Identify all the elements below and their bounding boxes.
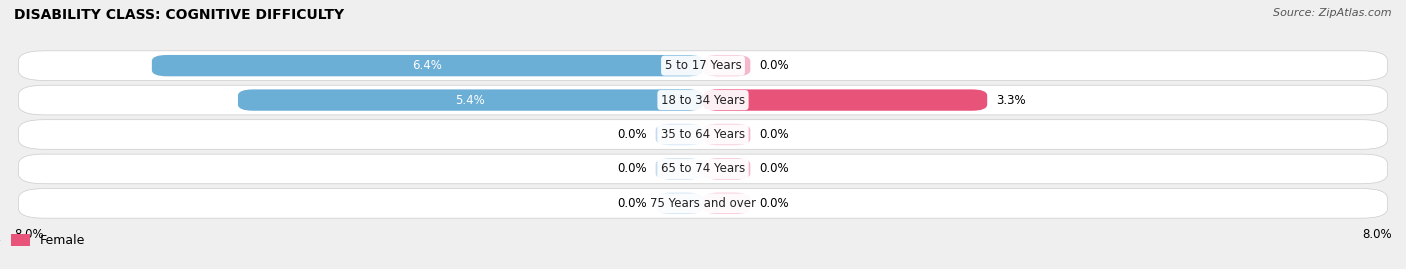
FancyBboxPatch shape [655,124,703,145]
FancyBboxPatch shape [703,124,751,145]
FancyBboxPatch shape [18,189,1388,218]
Text: 5.4%: 5.4% [456,94,485,107]
FancyBboxPatch shape [655,193,703,214]
FancyBboxPatch shape [655,158,703,180]
Text: 0.0%: 0.0% [617,197,647,210]
FancyBboxPatch shape [703,89,987,111]
Text: 0.0%: 0.0% [759,197,789,210]
Text: 0.0%: 0.0% [617,128,647,141]
FancyBboxPatch shape [18,120,1388,149]
Text: 8.0%: 8.0% [14,228,44,241]
Text: 75 Years and over: 75 Years and over [650,197,756,210]
Text: 6.4%: 6.4% [412,59,443,72]
Text: 3.3%: 3.3% [995,94,1025,107]
FancyBboxPatch shape [238,89,703,111]
Text: 0.0%: 0.0% [759,162,789,175]
Text: 0.0%: 0.0% [759,59,789,72]
Text: 65 to 74 Years: 65 to 74 Years [661,162,745,175]
FancyBboxPatch shape [18,85,1388,115]
FancyBboxPatch shape [18,51,1388,80]
FancyBboxPatch shape [18,154,1388,184]
Legend: Male, Female: Male, Female [0,229,90,252]
Text: Source: ZipAtlas.com: Source: ZipAtlas.com [1274,8,1392,18]
Text: DISABILITY CLASS: COGNITIVE DIFFICULTY: DISABILITY CLASS: COGNITIVE DIFFICULTY [14,8,344,22]
Text: 35 to 64 Years: 35 to 64 Years [661,128,745,141]
FancyBboxPatch shape [703,55,751,76]
Text: 0.0%: 0.0% [759,128,789,141]
FancyBboxPatch shape [703,193,751,214]
Text: 18 to 34 Years: 18 to 34 Years [661,94,745,107]
Text: 5 to 17 Years: 5 to 17 Years [665,59,741,72]
FancyBboxPatch shape [703,158,751,180]
Text: 0.0%: 0.0% [617,162,647,175]
FancyBboxPatch shape [152,55,703,76]
Text: 8.0%: 8.0% [1362,228,1392,241]
